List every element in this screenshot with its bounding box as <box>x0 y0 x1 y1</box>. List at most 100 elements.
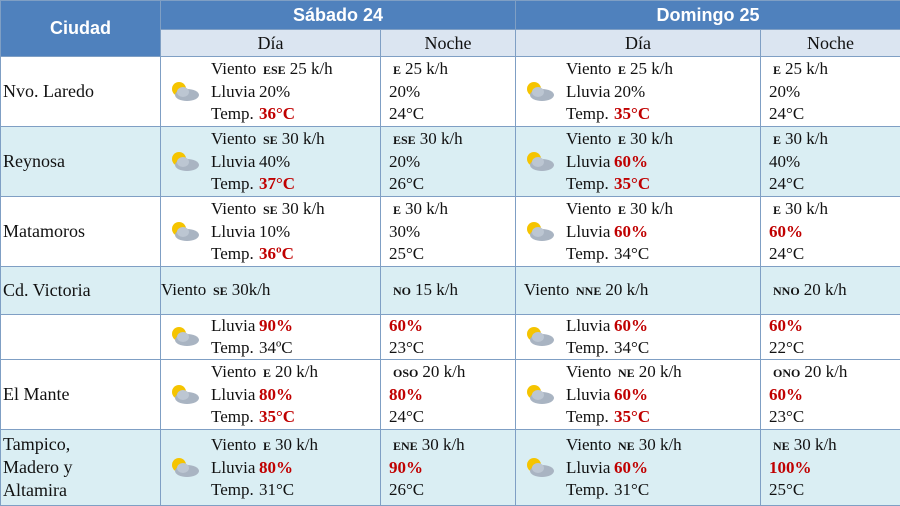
line: Lluvia 20% <box>211 81 380 103</box>
line: NE 30 k/h <box>769 434 900 457</box>
label: Lluvia <box>211 222 256 241</box>
value: 30% <box>389 222 421 241</box>
weather-icon <box>172 81 199 101</box>
value: 20% <box>389 152 421 171</box>
value: 20 k/h <box>803 280 847 299</box>
cell-lines: Viento E 30 k/h Lluvia 80% Temp. 31°C <box>161 434 380 501</box>
value: 25°C <box>389 244 425 263</box>
line: Viento SE 30 k/h <box>211 128 380 151</box>
night-cell: OSO 20 k/h 80% 24°C <box>379 359 517 430</box>
day-title: Sábado 24 <box>159 0 517 30</box>
day-cell: Viento NE 30 k/h Lluvia 60% Temp. 31°C <box>515 429 762 506</box>
value: 30k/h <box>231 280 271 299</box>
weather-icon <box>527 81 555 101</box>
direction: ONO <box>773 366 801 380</box>
value: 30 k/h <box>419 129 463 148</box>
value: 35°C <box>614 104 651 123</box>
line: Temp. 34ºC <box>211 337 380 359</box>
value: 24°C <box>769 104 805 123</box>
value: 30 k/h <box>281 199 325 218</box>
direction: ENE <box>393 439 418 453</box>
line: 25°C <box>389 243 515 265</box>
cell-lines: Viento SE 30 k/h Lluvia 10% Temp. 36ºC <box>161 198 380 265</box>
direction: ESE <box>263 63 286 77</box>
day-cell: Viento E 25 k/h Lluvia 20% Temp. 35°C <box>515 56 762 127</box>
row: Cd. Victoria Viento SE 30k/h NO 15 k/h Viento N… <box>0 266 900 315</box>
line: 24°C <box>769 173 900 195</box>
direction: SE <box>263 133 278 147</box>
cell-lines: NE 30 k/h 100% 25°C <box>761 434 900 501</box>
cell-lines: Viento E 30 k/h Lluvia 60% Temp. 34°C <box>516 198 760 265</box>
label: Lluvia <box>566 385 611 404</box>
value: 25 k/h <box>785 59 829 78</box>
day-cell: Viento NNE 20 k/h <box>515 266 762 315</box>
direction: NO <box>393 284 411 298</box>
line: E 25 k/h <box>389 58 515 81</box>
value: 30 k/h <box>630 129 674 148</box>
line: Lluvia 80% <box>211 384 380 406</box>
row: Reynosa Viento SE 30 k/h Lluvia 40% Temp. 37°C E… <box>0 126 900 197</box>
day-header: Día <box>515 29 762 57</box>
line: 23°C <box>389 337 515 359</box>
line: NO 15 k/h <box>389 279 515 302</box>
line: Viento E 30 k/h <box>211 434 380 457</box>
line: Temp. 37°C <box>211 173 380 195</box>
city: Nvo. Laredo <box>0 56 161 127</box>
line: Viento SE 30k/h <box>161 279 380 302</box>
label: Viento <box>566 199 612 218</box>
value: 30 k/h <box>281 129 325 148</box>
line: 20% <box>389 151 515 173</box>
value: 60% <box>389 316 423 335</box>
line: Viento E 30 k/h <box>566 128 760 151</box>
day-cell: Viento SE 30 k/h Lluvia 10% Temp. 36ºC <box>160 196 381 267</box>
value: 20 k/h <box>605 280 649 299</box>
value: 60% <box>614 385 649 404</box>
cell-lines: E 30 k/h 40% 24°C <box>761 128 900 195</box>
value: 24°C <box>389 104 425 123</box>
weather-icon <box>172 384 199 404</box>
value: 60% <box>614 316 649 335</box>
night-cell: 60% 22°C <box>760 314 900 360</box>
city: Cd. Victoria <box>0 266 161 315</box>
direction: ESE <box>393 133 416 147</box>
line: Temp. 35°C <box>566 406 760 428</box>
day-cell: Viento E 30 k/h Lluvia 80% Temp. 31°C <box>160 429 381 506</box>
line: 40% <box>769 151 900 173</box>
night-cell: E 30 k/h 40% 24°C <box>760 126 900 197</box>
day-cell: Viento E 30 k/h Lluvia 60% Temp. 35°C <box>515 126 762 197</box>
value: 23°C <box>389 338 425 357</box>
line: Lluvia 10% <box>211 221 380 243</box>
line: Lluvia 40% <box>211 151 380 173</box>
value: 36ºC <box>259 244 294 263</box>
label: Viento <box>566 59 612 78</box>
row: Matamoros Viento SE 30 k/h Lluvia 10% Temp. 36º… <box>0 196 900 267</box>
label: Temp. <box>211 244 254 263</box>
line: 20% <box>769 81 900 103</box>
direction: E <box>773 133 782 147</box>
value: 15 k/h <box>415 280 458 299</box>
day-header: Día <box>160 29 381 57</box>
value: 25°C <box>769 480 805 499</box>
label: Lluvia <box>566 222 611 241</box>
value: 90% <box>259 316 293 335</box>
cell-lines: ENE 30 k/h 90% 26°C <box>381 434 515 501</box>
cell-lines: Viento NE 30 k/h Lluvia 60% Temp. 31°C <box>516 434 760 501</box>
line: 25°C <box>769 479 900 501</box>
night-header: Noche <box>760 29 900 57</box>
line: Lluvia 60% <box>566 384 760 406</box>
line: 60% <box>769 384 900 406</box>
day-cell: Viento SE 30 k/h Lluvia 40% Temp. 37°C <box>160 126 381 197</box>
line: E 30 k/h <box>389 198 515 221</box>
value: 30 k/h <box>275 435 318 454</box>
cell-lines: Viento E 30 k/h Lluvia 60% Temp. 35°C <box>516 128 760 195</box>
weather-icon <box>172 151 199 171</box>
line: Lluvia 60% <box>566 221 760 243</box>
label: Lluvia <box>211 316 256 335</box>
line: Temp. 35°C <box>211 406 380 428</box>
line: Viento E 20 k/h <box>211 361 380 384</box>
value: 31°C <box>614 480 650 499</box>
line: 24°C <box>769 103 900 125</box>
line: Viento NNE 20 k/h <box>524 279 760 302</box>
cell-lines: NNO 20 k/h <box>761 279 900 302</box>
direction: E <box>393 63 402 77</box>
